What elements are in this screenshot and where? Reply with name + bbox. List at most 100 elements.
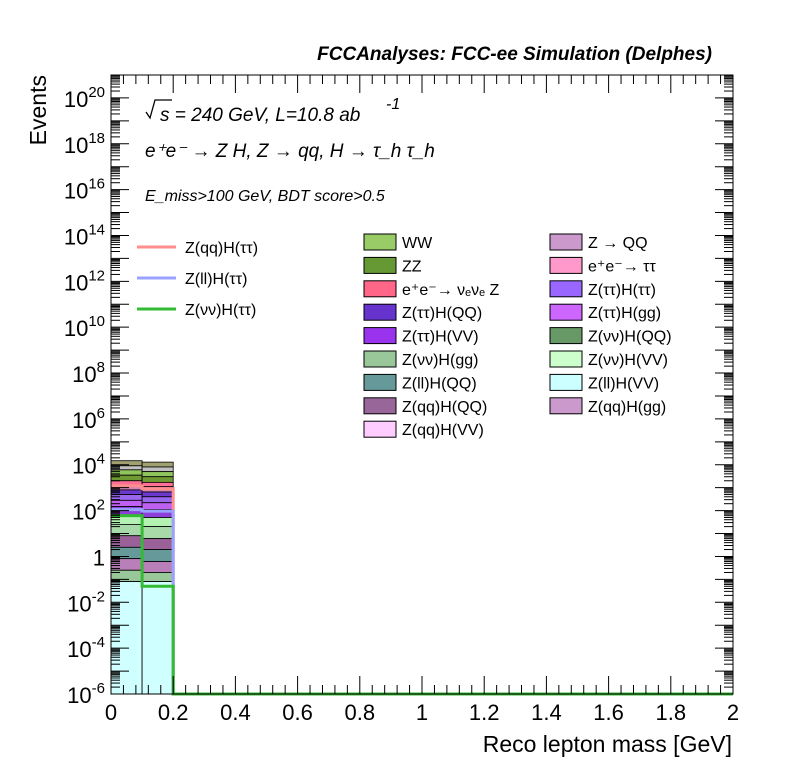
legend-box-swatch [363,303,397,321]
plot-title: FCCAnalyses: FCC-ee Simulation (Delphes) [317,44,712,65]
y-tick-label: 1010 [64,313,105,341]
x-tick-label: 1 [416,700,428,725]
legend-box-swatch [363,373,397,391]
y-tick-label: 106 [72,405,105,433]
stack-bar [110,474,143,482]
sqrt-icon [145,99,172,120]
y-tick-label: 10-4 [67,634,105,662]
legend-box-label: Z(νν)H(QQ) [588,329,672,346]
annotation-sqrt-s: s = 240 GeV, L=10.8 ab -1 [145,96,400,126]
stack-bar [110,489,143,495]
legend-box-swatch [363,256,397,274]
y-tick-label: 102 [72,497,105,525]
legend-box-label: Z(ll)H(QQ) [402,375,477,392]
y-tick-label: 1020 [64,84,105,112]
legend-box-swatch [549,373,583,391]
y-axis-label: Events [25,75,51,145]
annotation-energy-lumi: s = 240 GeV, L=10.8 ab [160,105,360,126]
stack-bar [141,549,174,562]
y-tick-label: 10-2 [67,588,105,616]
legend-box-label: Z(qq)H(VV) [402,422,484,439]
x-tick-label: 0 [105,700,117,725]
legend-box-label: ZZ [402,258,422,275]
legend-box-label: Z(ττ)H(QQ) [402,305,482,322]
legend-backgrounds-col2: Z → QQ e⁺e⁻→ ττ Z(ττ)H(ττ) Z(ττ)H(gg) Z(νν)H… [549,233,672,416]
stack-bar [110,469,143,476]
stack-bar [141,471,174,478]
annotation-lumi-exponent: -1 [386,96,400,113]
plot-background [111,75,733,694]
legend-box-label: e⁺e⁻→ νₑνₑ Z [402,282,499,299]
legend-box-label: Z(ττ)H(ττ) [588,282,656,299]
stack-bar [141,476,174,483]
stack-bar [141,496,174,504]
legend-box-label: Z(qq)H(QQ) [402,399,487,416]
stack-bar [141,481,174,488]
legend-box-label: Z(ll)H(VV) [588,375,659,392]
legend-box-label: Z(ττ)H(VV) [402,329,479,346]
legend-box-swatch [363,280,397,298]
legend-box-label: Z(νν)H(gg) [402,352,478,369]
x-tick-label: 0.2 [158,700,189,725]
legend-box-label: WW [402,235,433,252]
legend-line-label: Z(ll)H(ττ) [185,271,247,288]
stack-bar [141,581,174,695]
legend-box-swatch [549,397,583,415]
legend-box-swatch [549,233,583,251]
annotation-cuts: E_miss>100 GeV, BDT score>0.5 [145,188,385,205]
stack-bar [141,466,174,473]
legend-box-swatch [549,327,583,345]
legend-box-label: Z(qq)H(gg) [588,399,666,416]
x-tick-label: 0.4 [220,700,251,725]
stack-bar [141,526,174,540]
x-tick-label: 1.8 [656,700,687,725]
legend-box-swatch [363,233,397,251]
legend-box-label: e⁺e⁻→ ττ [588,258,656,275]
stack-bar [110,546,143,560]
legend-box-swatch [363,327,397,345]
stack-bar [141,561,174,573]
legend-box-swatch [549,256,583,274]
y-tick-label: 1012 [64,267,105,295]
legend-box-label: Z(νν)H(VV) [588,352,668,369]
legend-box-swatch [363,350,397,368]
y-tick-label: 1 [93,545,105,570]
y-tick-label: 1018 [64,130,105,158]
plot-area: 0 0.2 0.4 0.6 0.8 1 1.2 1.4 1.6 1.8 2 10-6 10-4 10-2… [64,74,739,725]
x-tick-label: 0.8 [345,700,376,725]
y-tick-label: 108 [72,359,105,387]
stack-bar [141,572,174,582]
legend-line-label: Z(νν)H(ττ) [185,302,256,319]
y-axis: 10-6 10-4 10-2 1 102 104 106 108 1010 1012 1014 101… [64,74,733,708]
legend-box-swatch [549,303,583,321]
legend-box-swatch [363,420,397,438]
stack-bar [141,517,174,528]
legend-backgrounds-col1: WW ZZ e⁺e⁻→ νₑνₑ Z Z(ττ)H(QQ) Z(ττ)H(VV) Z(νν… [363,233,499,439]
stack-bar [141,461,174,468]
legend-line-label: Z(qq)H(ττ) [185,240,258,257]
stack-bar [141,502,174,511]
x-axis: 0 0.2 0.4 0.6 0.8 1 1.2 1.4 1.6 1.8 2 [105,75,739,725]
stack-bar [110,581,143,695]
legend-box-swatch [549,350,583,368]
legend-box-label: Z(ττ)H(gg) [588,305,661,322]
stack-bar [110,523,143,537]
x-tick-label: 2 [727,700,739,725]
y-tick-label: 1014 [64,221,105,249]
legend-box-swatch [549,280,583,298]
stack-bar [141,538,174,550]
x-tick-label: 1.6 [593,700,624,725]
annotation-process: e⁺e⁻ → Z H, Z → qq, H → τ_h τ_h [145,141,435,162]
x-tick-label: 0.6 [282,700,313,725]
legend-box-swatch [363,397,397,415]
stack-bar [141,491,174,498]
legend-signals: Z(qq)H(ττ) Z(ll)H(ττ) Z(νν)H(ττ) [137,240,258,319]
y-tick-label: 104 [72,451,105,479]
legend-box-label: Z → QQ [588,235,648,252]
stack-bar [110,569,143,582]
x-axis-label: Reco lepton mass [GeV] [483,731,732,757]
y-tick-label: 10-6 [67,680,105,708]
x-tick-label: 1.2 [469,700,500,725]
x-tick-label: 1.4 [531,700,562,725]
